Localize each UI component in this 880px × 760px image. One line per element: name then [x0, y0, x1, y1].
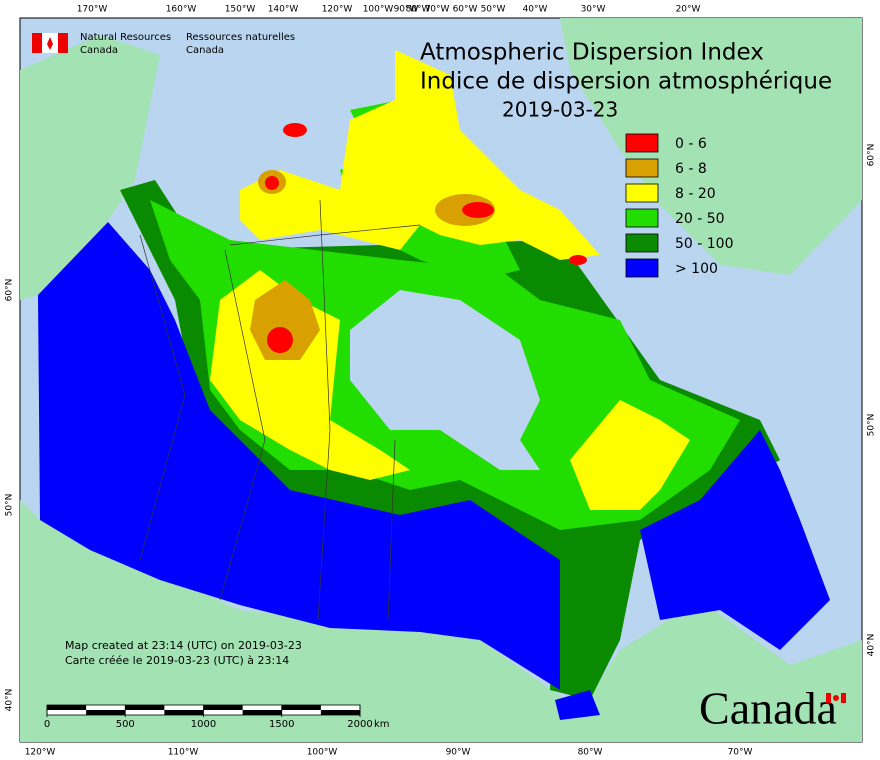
longitude-label: 30°W — [581, 5, 606, 15]
scale-segment — [86, 710, 126, 715]
longitude-label: 60°W — [453, 5, 478, 15]
land-base — [20, 18, 862, 742]
note: Map created at 23:14 (UTC) on 2019-03-23 — [65, 639, 302, 652]
department-fr: Canada — [186, 45, 224, 56]
region — [265, 176, 279, 190]
boundary — [387, 439, 396, 621]
longitude-label: 80°W — [406, 5, 431, 15]
longitude-label: 110°W — [168, 748, 199, 758]
longitude-label: 160°W — [166, 5, 197, 15]
scale-label: 500 — [116, 719, 135, 730]
usa — [20, 500, 862, 742]
scale-label: 1500 — [269, 719, 294, 730]
region — [569, 255, 587, 265]
flag-bar — [826, 693, 831, 703]
boundaries — [139, 199, 421, 621]
latitude-label: 60°N — [867, 144, 877, 167]
legend-swatch — [625, 258, 659, 278]
scale-segment — [281, 705, 321, 710]
boundary — [139, 234, 186, 561]
latitude-label: 60°N — [5, 279, 15, 302]
longitude-label: 120°W — [25, 748, 56, 758]
region — [240, 50, 600, 260]
longitude-label: 20°W — [676, 5, 701, 15]
legend-label: 8 - 20 — [675, 186, 716, 202]
legend-swatch — [625, 233, 659, 253]
scale-segment — [203, 705, 243, 710]
region — [640, 430, 830, 650]
scale-segment — [47, 705, 87, 710]
longitude-label: 50°W — [481, 5, 506, 15]
maple-leaf — [833, 695, 839, 701]
latitude-label: 40°N — [867, 634, 877, 657]
legend-label: 6 - 8 — [675, 161, 707, 177]
department-en: Natural Resources — [80, 32, 171, 43]
wordmark: Canada — [699, 683, 837, 734]
scale-label: 0 — [44, 719, 50, 730]
region — [267, 327, 293, 353]
hudson-bay — [350, 290, 540, 470]
longitude-label: 40°W — [523, 5, 548, 15]
longitude-label: 150°W — [225, 5, 256, 15]
scale-bar: 0 500 1000 1500 2000 km — [44, 704, 390, 730]
longitude-label: 70°W — [425, 5, 450, 15]
flag-bar — [58, 33, 68, 53]
legend-swatch — [625, 133, 659, 153]
note: Carte créée le 2019-03-23 (UTC) à 23:14 — [65, 654, 289, 667]
scale-segment — [164, 710, 204, 715]
scale-segment — [242, 710, 282, 715]
longitude-label: 80°W — [578, 748, 603, 758]
flag-bar — [32, 33, 42, 53]
legend-swatch — [625, 183, 659, 203]
region — [462, 202, 494, 218]
latitude-label: 50°N — [5, 494, 15, 517]
scale-label: 2000 — [347, 719, 372, 730]
department-en: Canada — [80, 45, 118, 56]
scale-label: 1000 — [191, 719, 216, 730]
region — [570, 400, 690, 510]
legend-swatch — [625, 208, 659, 228]
longitude-label: 70°W — [728, 748, 753, 758]
legend-label: 0 - 6 — [675, 136, 707, 152]
title: Indice de dispersion atmosphérique — [420, 69, 832, 95]
boundary — [219, 249, 266, 601]
boundary — [317, 199, 331, 621]
region — [555, 690, 600, 720]
legend: 0 - 6 6 - 8 8 - 20 20 - 50 50 - 100 > 100 — [625, 133, 734, 278]
title: Atmospheric Dispersion Index — [420, 40, 764, 66]
header: Natural Resources Canada Ressources natu… — [32, 32, 295, 56]
department-fr: Ressources naturelles — [186, 32, 295, 43]
greenland — [560, 18, 862, 275]
legend-swatch — [625, 158, 659, 178]
longitude-label: 120°W — [322, 5, 353, 15]
alaska — [20, 35, 160, 300]
legend-label: 20 - 50 — [675, 211, 725, 227]
latitude-label: 50°N — [867, 414, 877, 437]
scale-segment — [320, 710, 360, 715]
boundary — [229, 224, 421, 246]
graticule-labels: 170°W 160°W 150°W 140°W 120°W 100°W 90°W80°W70… — [5, 5, 877, 758]
region — [283, 123, 307, 137]
longitude-label: 100°W — [307, 748, 338, 758]
legend-label: 50 - 100 — [675, 236, 734, 252]
date: 2019-03-23 — [502, 98, 618, 122]
longitude-label: 90°W — [446, 748, 471, 758]
longitude-label: 140°W — [268, 5, 299, 15]
latitude-label: 40°N — [5, 689, 15, 712]
scale-unit: km — [374, 719, 390, 730]
longitude-label: 170°W — [77, 5, 108, 15]
scale-segment — [125, 705, 165, 710]
longitude-label: 100°W — [363, 5, 394, 15]
legend-label: > 100 — [675, 261, 718, 277]
maple-leaf — [47, 37, 53, 50]
flag-bar — [841, 693, 846, 703]
region — [38, 222, 560, 690]
longitude-label: 90°W — [394, 5, 419, 15]
